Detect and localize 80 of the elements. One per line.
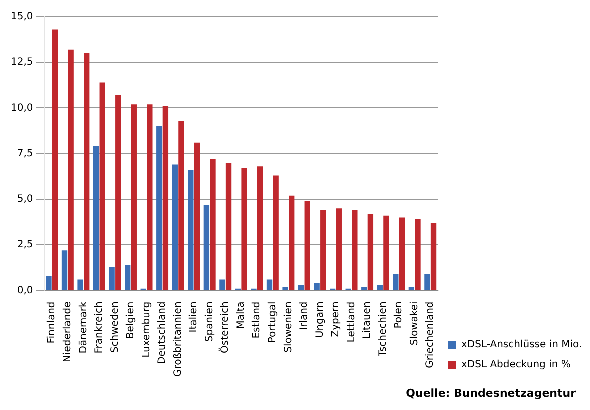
bar — [336, 208, 342, 290]
bar — [204, 204, 210, 290]
y-tick-label: 0,0 — [17, 285, 34, 296]
x-tick-label: Niederlande — [62, 302, 74, 362]
y-tick-label: 5,0 — [17, 194, 34, 206]
x-tick-label: Ungarn — [314, 302, 326, 338]
bar — [242, 168, 248, 290]
x-tick-label: Finnland — [46, 302, 58, 344]
bar — [415, 220, 421, 290]
x-tick-label: Griechenland — [425, 302, 436, 368]
bar — [100, 82, 106, 290]
bar — [393, 274, 399, 290]
bar — [172, 164, 178, 290]
x-tick-label: Schweden — [110, 302, 121, 354]
bar — [368, 214, 374, 290]
bar — [52, 30, 58, 290]
y-tick-label: 12,5 — [11, 57, 34, 68]
bar — [178, 121, 184, 290]
x-tick-label: Irland — [299, 302, 310, 330]
bar — [320, 210, 326, 290]
source-note: Quelle: Bundesnetzagentur — [406, 387, 576, 400]
bar — [384, 216, 390, 290]
x-tick-label: Lettland — [346, 302, 358, 343]
bar — [156, 126, 162, 290]
bar — [424, 274, 430, 290]
bar — [188, 170, 194, 290]
x-tick-label: Slowakei — [409, 302, 420, 346]
x-tick-label: Spanien — [204, 302, 216, 342]
bar — [298, 285, 304, 290]
y-tick-label: 2,5 — [17, 240, 34, 251]
bar — [78, 280, 84, 290]
x-tick-label: Litauen — [362, 302, 374, 339]
bar — [289, 196, 295, 290]
bar — [116, 95, 122, 290]
bar — [162, 106, 169, 290]
x-tick-label: Österreich — [218, 302, 232, 354]
bar — [226, 162, 232, 290]
x-tick-label: Italien — [188, 302, 200, 333]
legend-label: xDSL Abdeckung in % — [462, 360, 571, 371]
bar — [408, 287, 415, 290]
bar — [125, 265, 131, 290]
x-tick-label: Malta — [236, 302, 247, 330]
bar — [430, 223, 437, 290]
bar — [399, 218, 406, 290]
y-tick-label: 15,0 — [11, 12, 34, 23]
bar — [147, 104, 153, 290]
bar — [131, 104, 137, 290]
bar — [46, 276, 52, 290]
bar — [84, 53, 90, 290]
x-tick-label: Belgien — [126, 302, 137, 340]
bar — [93, 146, 100, 290]
bar — [68, 50, 74, 290]
bar — [314, 283, 320, 290]
x-tick-label: Portugal — [268, 302, 279, 344]
bar — [352, 210, 358, 290]
y-tick-label: 10,0 — [11, 102, 34, 114]
bar — [266, 280, 273, 290]
bar — [62, 250, 68, 290]
x-tick-label: Estland — [252, 302, 263, 339]
bar — [377, 285, 383, 290]
x-tick-label: Frankreich — [94, 302, 106, 354]
bar — [210, 159, 216, 290]
bar — [109, 266, 115, 290]
x-tick-label: Tschechien — [378, 302, 389, 358]
x-tick-label: Deutschland — [157, 302, 168, 364]
x-tick-label: Zypern — [330, 302, 342, 338]
x-tick-label: Slowenien — [283, 302, 294, 353]
legend-label: xDSL-Anschlüsse in Mio. — [462, 340, 582, 351]
x-tick-label: Polen — [394, 302, 405, 329]
y-tick-label: 7,5 — [17, 148, 34, 160]
x-tick-label: Dänemark — [78, 302, 90, 354]
x-tick-label: Luxemburg — [141, 302, 152, 358]
bar — [282, 287, 288, 290]
bar — [273, 176, 279, 290]
bar — [194, 142, 200, 290]
bar — [220, 280, 226, 290]
bar — [257, 166, 264, 290]
x-tick-label: Großbritannien — [172, 302, 184, 378]
bar — [304, 201, 310, 290]
bar — [362, 287, 368, 290]
